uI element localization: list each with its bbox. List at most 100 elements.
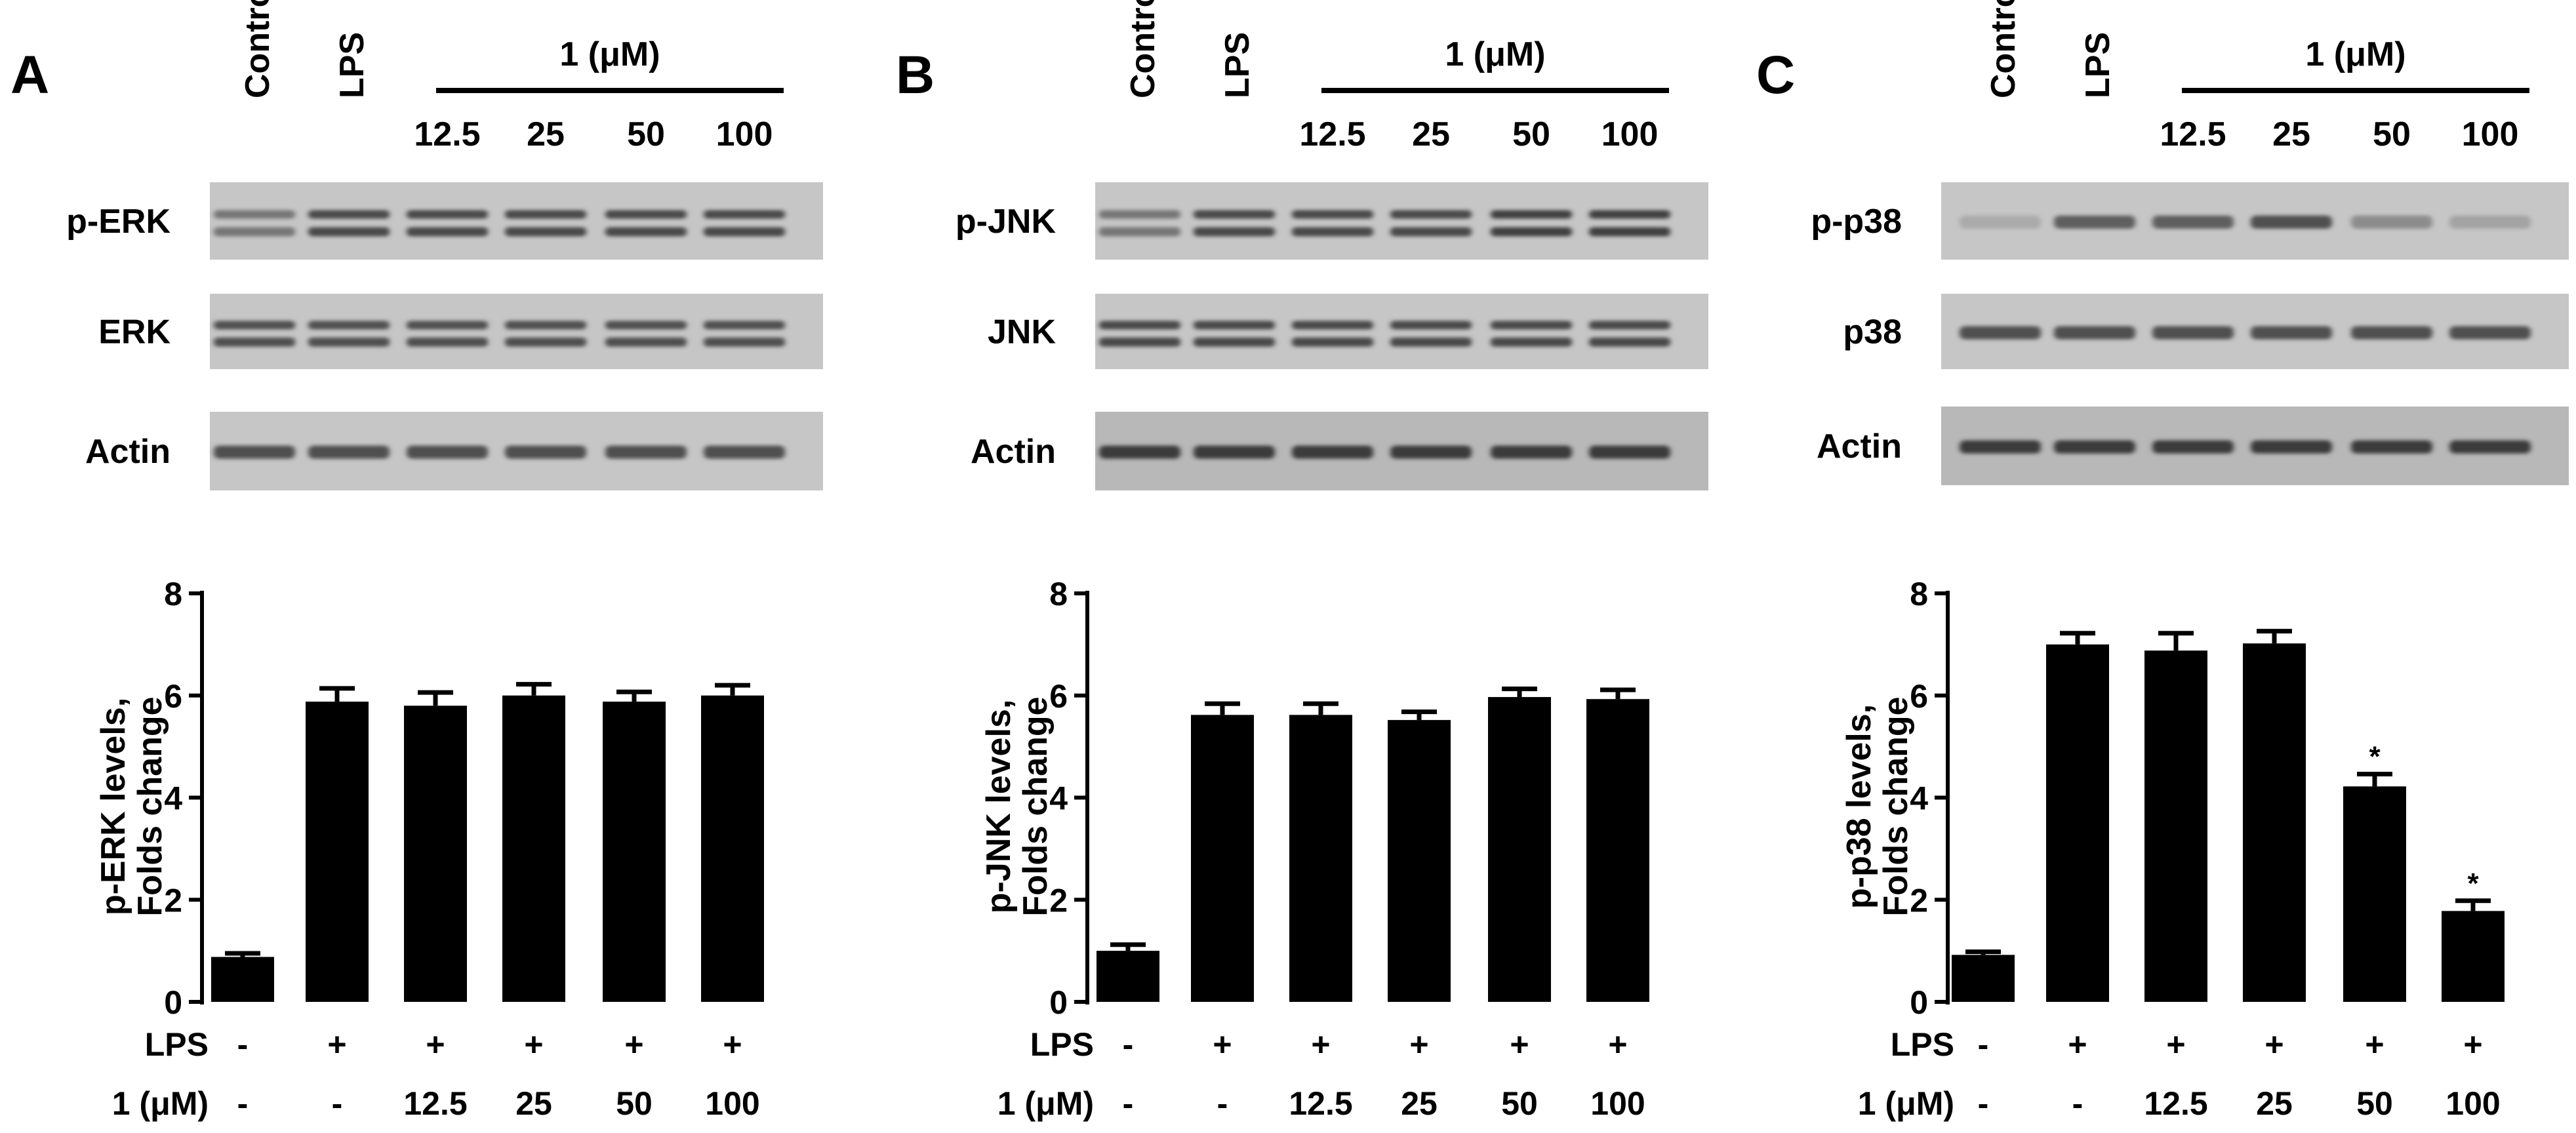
lane-label-lps: LPS — [1218, 32, 1257, 98]
blot-label: Actin — [1817, 427, 1902, 466]
x-category-label: 100 — [1590, 1085, 1645, 1122]
x-category-label: 25 — [2256, 1085, 2293, 1122]
blot-band — [505, 210, 586, 219]
blot-band — [2449, 215, 2531, 229]
x-category-label: 100 — [705, 1085, 759, 1122]
blot-band — [1194, 227, 1275, 237]
blot-band — [605, 227, 687, 237]
y-axis-label: p-JNK levels,Folds change — [980, 696, 1055, 916]
blot-band — [1491, 227, 1572, 237]
blot-band — [2054, 440, 2135, 454]
blot-band — [214, 227, 295, 237]
blot-band — [704, 337, 785, 347]
blot-band — [605, 210, 687, 219]
blot-band — [308, 337, 390, 347]
blot-band — [2054, 215, 2135, 229]
x-category-label: + — [2068, 1026, 2087, 1063]
blot-band — [2449, 326, 2531, 340]
blot-strip-jnk: JNK — [988, 294, 1708, 369]
blot-band — [1099, 321, 1180, 330]
x-category-label: - — [1123, 1026, 1134, 1063]
blot-band — [1194, 210, 1275, 219]
blot-label: p-ERK — [66, 203, 171, 241]
blot-band — [1390, 445, 1472, 459]
blot-band — [407, 227, 488, 237]
panel-letter: C — [1756, 45, 1795, 105]
blot-band — [1194, 337, 1275, 347]
bar-chart: 0 2 4 6 8 p-p38 levels,Folds change - - + - +12.5 +… — [1840, 576, 2505, 1122]
y-tick-label: 0 — [1910, 984, 1928, 1021]
panel-letter: B — [896, 45, 935, 105]
x-category-label: - — [332, 1085, 343, 1122]
blot-band — [1960, 215, 2041, 229]
blot-strip-erk: ERK — [98, 294, 823, 369]
blot-band — [407, 445, 488, 459]
y-tick-label: 8 — [164, 576, 182, 612]
blot-band — [2152, 215, 2234, 229]
blot-band — [1099, 445, 1180, 459]
dose-label: 100 — [2462, 115, 2519, 153]
blot-band — [1589, 210, 1670, 219]
x-category-label: 12.5 — [403, 1085, 467, 1122]
blot-band — [2351, 440, 2432, 454]
blot-band — [214, 321, 295, 330]
dose-label: 50 — [627, 115, 665, 153]
y-tick-label: 8 — [1910, 576, 1928, 612]
blot-band — [1960, 326, 2041, 340]
x-category-label: - — [237, 1026, 249, 1063]
blot-band — [1390, 210, 1472, 219]
bar — [701, 695, 764, 1002]
x-row-label: 1 (μM) — [997, 1085, 1094, 1122]
dose-header: 1 (μM) — [559, 35, 660, 73]
bar-chart: 0 2 4 6 8 p-ERK levels,Folds change - - + - +12.5 +… — [94, 576, 764, 1122]
y-tick-label: 6 — [164, 678, 182, 715]
bar — [404, 706, 467, 1002]
x-category-label: + — [1213, 1026, 1232, 1063]
bar — [603, 702, 666, 1002]
y-axis-label: p-ERK levels,Folds change — [94, 696, 169, 916]
y-tick-label: 4 — [164, 780, 182, 817]
blot-band — [1960, 440, 2041, 454]
dose-label: 12.5 — [2160, 115, 2226, 153]
x-category-label: 100 — [2445, 1085, 2500, 1122]
blot-band — [605, 337, 687, 347]
panel-c: C Control LPS 1 (μM) 12.5 25 50 100 p-p38 p38 Act… — [1756, 0, 2569, 1122]
blot-band — [1589, 227, 1670, 237]
blot-band — [1099, 210, 1180, 219]
blot-band — [1589, 321, 1670, 330]
bar — [502, 695, 565, 1002]
dose-header: 1 (μM) — [2305, 35, 2405, 73]
lane-label-control: Control — [239, 0, 277, 98]
blot-band — [2449, 440, 2531, 454]
x-category-label: 25 — [515, 1085, 552, 1122]
blot-label: p-p38 — [1811, 203, 1902, 241]
x-category-label: - — [237, 1085, 249, 1122]
y-tick-label: 0 — [1049, 984, 1068, 1021]
blot-band — [505, 227, 586, 237]
blot-band — [214, 337, 295, 347]
blot-strip-p-erk: p-ERK — [66, 182, 823, 260]
x-category-label: + — [1311, 1026, 1330, 1063]
bar — [2442, 911, 2505, 1002]
dose-label: 12.5 — [1299, 115, 1365, 153]
x-category-label: - — [2072, 1085, 2083, 1122]
lane-label-lps: LPS — [333, 32, 371, 98]
dose-label: 50 — [2373, 115, 2411, 153]
blot-band — [1390, 337, 1472, 347]
blot-band — [2054, 326, 2135, 340]
blot-label: p38 — [1843, 313, 1902, 351]
dose-header: 1 (μM) — [1445, 35, 1545, 73]
bar — [2144, 650, 2207, 1002]
dose-label: 100 — [716, 115, 773, 153]
y-tick-label: 8 — [1049, 576, 1068, 612]
bar — [1952, 955, 2015, 1002]
blot-band — [1589, 337, 1670, 347]
blot-band — [1194, 445, 1275, 459]
x-row-label: 1 (μM) — [112, 1085, 209, 1122]
blot-band — [407, 210, 488, 219]
blot-band — [2351, 215, 2432, 229]
x-row-label: LPS — [1030, 1026, 1094, 1063]
x-category-label: + — [2463, 1026, 2482, 1063]
blot-band — [1589, 445, 1670, 459]
